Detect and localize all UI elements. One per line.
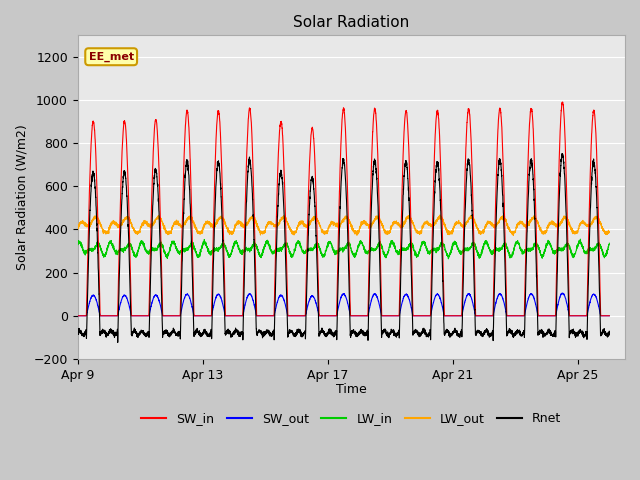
X-axis label: Time: Time bbox=[336, 383, 367, 396]
Legend: SW_in, SW_out, LW_in, LW_out, Rnet: SW_in, SW_out, LW_in, LW_out, Rnet bbox=[136, 407, 566, 430]
Title: Solar Radiation: Solar Radiation bbox=[293, 15, 410, 30]
Text: EE_met: EE_met bbox=[88, 52, 134, 62]
Y-axis label: Solar Radiation (W/m2): Solar Radiation (W/m2) bbox=[15, 124, 28, 270]
